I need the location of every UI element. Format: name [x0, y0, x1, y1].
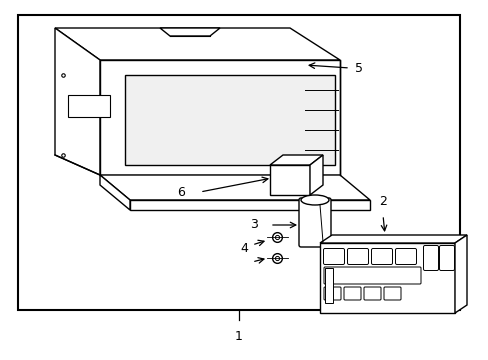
- Bar: [325, 268, 332, 303]
- FancyBboxPatch shape: [323, 248, 344, 265]
- FancyBboxPatch shape: [343, 287, 360, 300]
- FancyBboxPatch shape: [395, 248, 416, 265]
- Polygon shape: [319, 243, 454, 313]
- FancyBboxPatch shape: [423, 246, 438, 270]
- Polygon shape: [454, 235, 466, 313]
- Polygon shape: [100, 60, 339, 175]
- FancyBboxPatch shape: [439, 246, 453, 270]
- FancyBboxPatch shape: [371, 248, 392, 265]
- Polygon shape: [100, 175, 369, 200]
- Text: 4: 4: [240, 242, 247, 255]
- Polygon shape: [55, 28, 100, 175]
- FancyBboxPatch shape: [363, 287, 380, 300]
- Polygon shape: [55, 28, 339, 60]
- Polygon shape: [269, 155, 323, 165]
- Polygon shape: [160, 28, 220, 36]
- Polygon shape: [269, 165, 309, 195]
- Polygon shape: [309, 155, 323, 195]
- Polygon shape: [319, 235, 466, 243]
- FancyBboxPatch shape: [383, 287, 400, 300]
- Bar: [68, 95, 110, 117]
- Bar: [18, 15, 459, 310]
- Text: 2: 2: [378, 195, 386, 208]
- Text: 6: 6: [177, 185, 184, 198]
- Polygon shape: [100, 175, 130, 210]
- Text: 5: 5: [354, 62, 362, 75]
- Ellipse shape: [301, 195, 328, 205]
- FancyBboxPatch shape: [298, 198, 330, 247]
- Text: 1: 1: [235, 330, 243, 343]
- FancyBboxPatch shape: [324, 267, 420, 284]
- FancyBboxPatch shape: [347, 248, 368, 265]
- Text: 3: 3: [250, 219, 258, 231]
- Polygon shape: [130, 200, 369, 210]
- Polygon shape: [125, 75, 334, 165]
- FancyBboxPatch shape: [324, 287, 340, 300]
